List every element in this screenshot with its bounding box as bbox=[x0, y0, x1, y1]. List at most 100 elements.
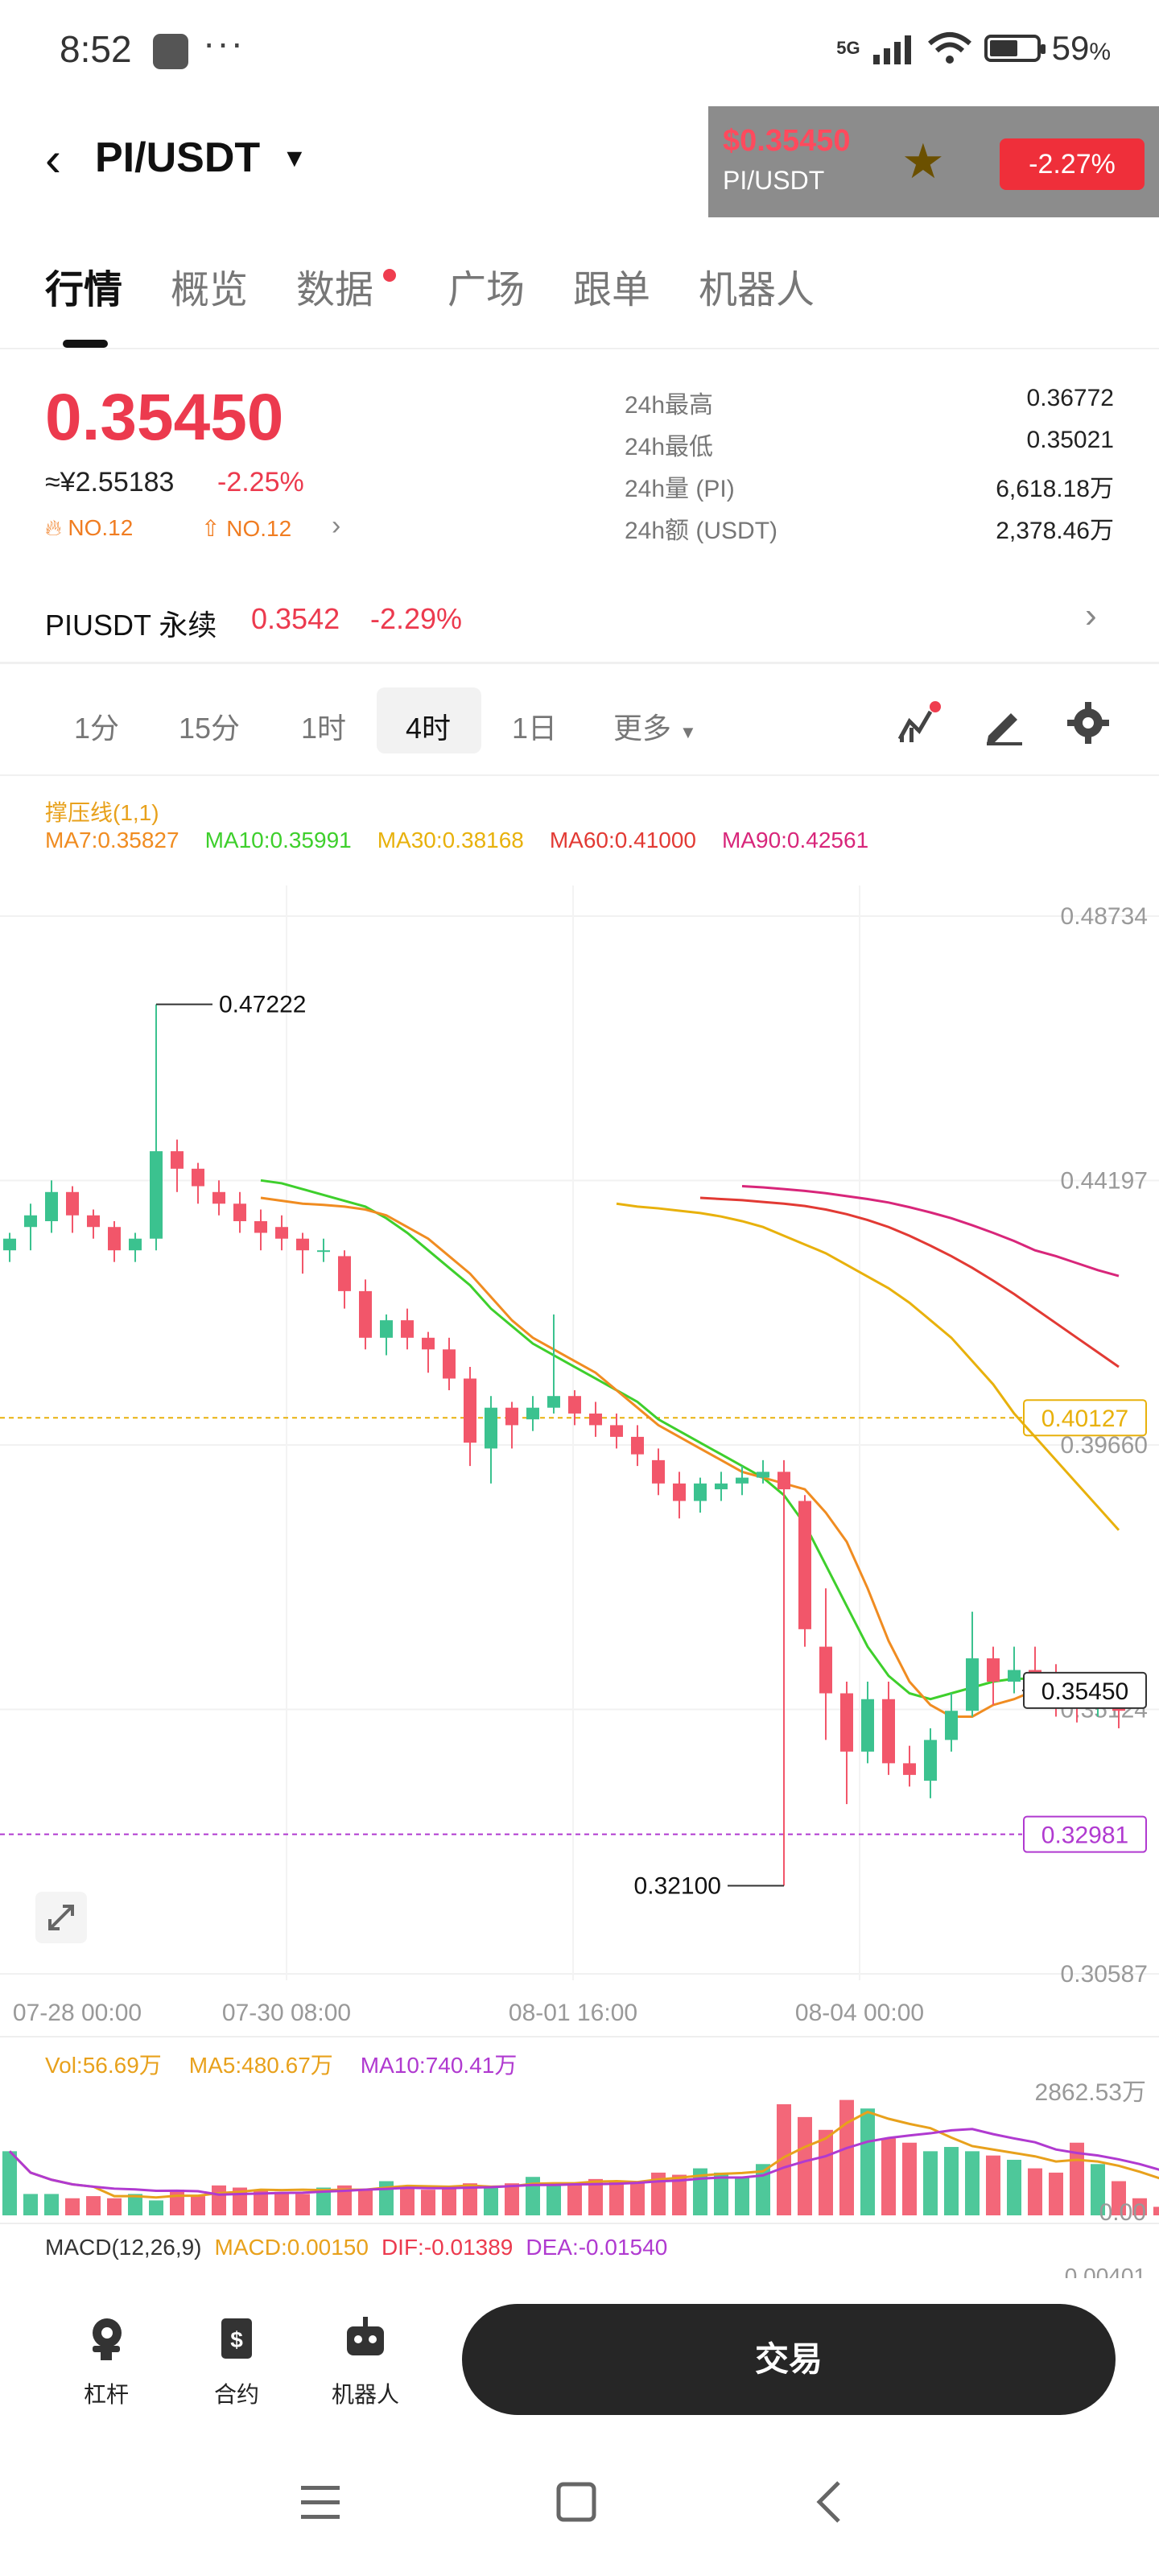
volume-bar bbox=[23, 2194, 38, 2215]
candle-body bbox=[757, 1472, 769, 1478]
volume-bar bbox=[254, 2190, 268, 2215]
volume-bar bbox=[86, 2196, 101, 2215]
menu-icon[interactable] bbox=[298, 2479, 343, 2524]
candle-body bbox=[464, 1378, 476, 1443]
volume-bar bbox=[170, 2190, 184, 2215]
indicators-icon[interactable] bbox=[895, 699, 943, 747]
price-change: -2.25% bbox=[217, 467, 304, 497]
volume-bar bbox=[1028, 2168, 1042, 2215]
status-bar: 8:52 ··· 5G 59% bbox=[0, 0, 1159, 105]
tab-bots[interactable]: 机器人 bbox=[699, 269, 815, 312]
candle-body bbox=[24, 1215, 37, 1228]
battery-unit: % bbox=[1089, 39, 1111, 65]
candle-body bbox=[380, 1320, 393, 1338]
volume-bar bbox=[567, 2183, 582, 2215]
support-tag bbox=[1023, 1815, 1147, 1853]
ma30-line bbox=[616, 1202, 1120, 1531]
stat-label-high: 24h最高 bbox=[625, 392, 714, 419]
settings-gear-icon[interactable] bbox=[1064, 699, 1112, 747]
pair-title[interactable]: PI/USDT bbox=[95, 134, 261, 181]
volume-bar bbox=[44, 2194, 59, 2215]
x-tick-label: 08-04 00:00 bbox=[795, 2000, 924, 2026]
candle-body bbox=[945, 1711, 958, 1740]
trade-button[interactable]: 交易 bbox=[462, 2304, 1116, 2415]
back-chevron-icon[interactable]: ‹ bbox=[45, 132, 61, 186]
fullscreen-expand-icon[interactable] bbox=[35, 1892, 87, 1943]
tab-data[interactable]: 数据 bbox=[296, 269, 374, 312]
perpetual-chevron-icon[interactable]: › bbox=[1085, 596, 1097, 635]
interval-more[interactable]: 更多 ▼ bbox=[613, 705, 697, 747]
macd-legend: MACD(12,26,9) MACD:0.00150 DIF:-0.01389 … bbox=[45, 2235, 667, 2260]
nav-back-icon[interactable] bbox=[808, 2479, 853, 2524]
interval-1h[interactable]: 1时 bbox=[301, 712, 347, 745]
candle-body bbox=[652, 1459, 665, 1484]
pair-dropdown-icon[interactable]: ▼ bbox=[282, 143, 307, 172]
bot-button[interactable]: 机器人 bbox=[317, 2310, 414, 2409]
volume-bar bbox=[651, 2172, 666, 2215]
tab-overview[interactable]: 概览 bbox=[171, 269, 249, 312]
volume-bar bbox=[526, 2177, 540, 2215]
rank-chevron-icon[interactable]: › bbox=[332, 510, 341, 541]
leverage-icon bbox=[93, 2318, 122, 2360]
cny-price: ≈¥2.55183 bbox=[45, 467, 175, 497]
favorite-star-icon[interactable]: ★ bbox=[901, 134, 945, 188]
y-tick-label: 0.48734 bbox=[1061, 903, 1148, 930]
svg-text:$: $ bbox=[230, 2327, 243, 2352]
volume-bar bbox=[463, 2183, 477, 2215]
vol-ma10-legend: MA10:740.41万 bbox=[360, 2053, 518, 2078]
system-nav-bar bbox=[0, 2439, 1159, 2576]
divider bbox=[0, 774, 1159, 776]
stat-value-high: 0.36772 bbox=[1026, 385, 1114, 411]
robot-icon bbox=[347, 2317, 384, 2355]
tab-square[interactable]: 广场 bbox=[448, 269, 526, 312]
interval-1d[interactable]: 1日 bbox=[512, 712, 558, 745]
draw-pen-icon[interactable] bbox=[980, 699, 1029, 747]
floating-ticker[interactable]: $0.35450 PI/USDT ★ -2.27% bbox=[708, 106, 1159, 217]
stat-value-low: 0.35021 bbox=[1026, 427, 1114, 453]
candle-body bbox=[171, 1151, 184, 1169]
ma7-line bbox=[260, 1196, 1120, 1718]
main-tabs: 行情 概览 数据 广场 跟单 机器人 bbox=[0, 258, 1159, 346]
interval-4h[interactable]: 4时 bbox=[406, 712, 452, 745]
stat-value-volume: 6,618.18万 bbox=[996, 476, 1114, 502]
wifi-icon bbox=[927, 32, 971, 64]
candle-body bbox=[254, 1220, 267, 1233]
dif-value: DIF:-0.01389 bbox=[381, 2235, 514, 2260]
contract-label: 合约 bbox=[213, 2382, 259, 2407]
tab-market[interactable]: 行情 bbox=[45, 269, 123, 312]
volume-bar bbox=[1153, 2207, 1159, 2215]
interval-15m[interactable]: 15分 bbox=[179, 712, 241, 745]
volume-bar bbox=[2, 2151, 17, 2215]
hot-rank-label: NO.12 bbox=[68, 515, 134, 540]
volume-bar bbox=[191, 2196, 205, 2215]
leverage-button[interactable]: 杠杆 bbox=[58, 2310, 155, 2409]
volume-bar bbox=[128, 2194, 142, 2215]
volume-bar bbox=[1091, 2164, 1105, 2215]
volume-bar bbox=[212, 2185, 226, 2215]
gainer-rank[interactable]: ⇧ NO.12 bbox=[201, 515, 291, 542]
candle-body bbox=[568, 1396, 581, 1414]
candle-body bbox=[401, 1320, 414, 1338]
volume-bar bbox=[1112, 2181, 1126, 2215]
interval-1m[interactable]: 1分 bbox=[74, 712, 120, 745]
divider bbox=[0, 348, 1159, 349]
volume-bar bbox=[902, 2142, 917, 2215]
stat-label-low: 24h最低 bbox=[625, 434, 714, 460]
floating-ticker-pair: PI/USDT bbox=[723, 166, 825, 195]
battery-icon bbox=[984, 35, 1046, 62]
floating-ticker-price: $0.35450 bbox=[723, 124, 851, 158]
hot-rank[interactable]: 🔥︎ NO.12 bbox=[45, 515, 133, 542]
home-square-icon[interactable] bbox=[554, 2479, 599, 2524]
volume-zero-label: 0.00 bbox=[1099, 2199, 1146, 2226]
macd-params: MACD(12,26,9) bbox=[45, 2235, 202, 2260]
app-notification-icon bbox=[153, 34, 188, 69]
candle-body bbox=[317, 1250, 330, 1253]
volume-bar bbox=[295, 2194, 310, 2215]
contract-button[interactable]: $ 合约 bbox=[188, 2310, 285, 2409]
stat-value-turnover: 2,378.46万 bbox=[996, 518, 1114, 544]
volume-bar bbox=[274, 2191, 289, 2215]
tab-copy-trading[interactable]: 跟单 bbox=[573, 269, 651, 312]
support-label: 0.32981 bbox=[1041, 1823, 1128, 1849]
active-interval-bg bbox=[377, 687, 481, 753]
candlestick-chart[interactable]: 0.487340.441970.396600.351240.3058707-28… bbox=[0, 0, 1159, 2278]
